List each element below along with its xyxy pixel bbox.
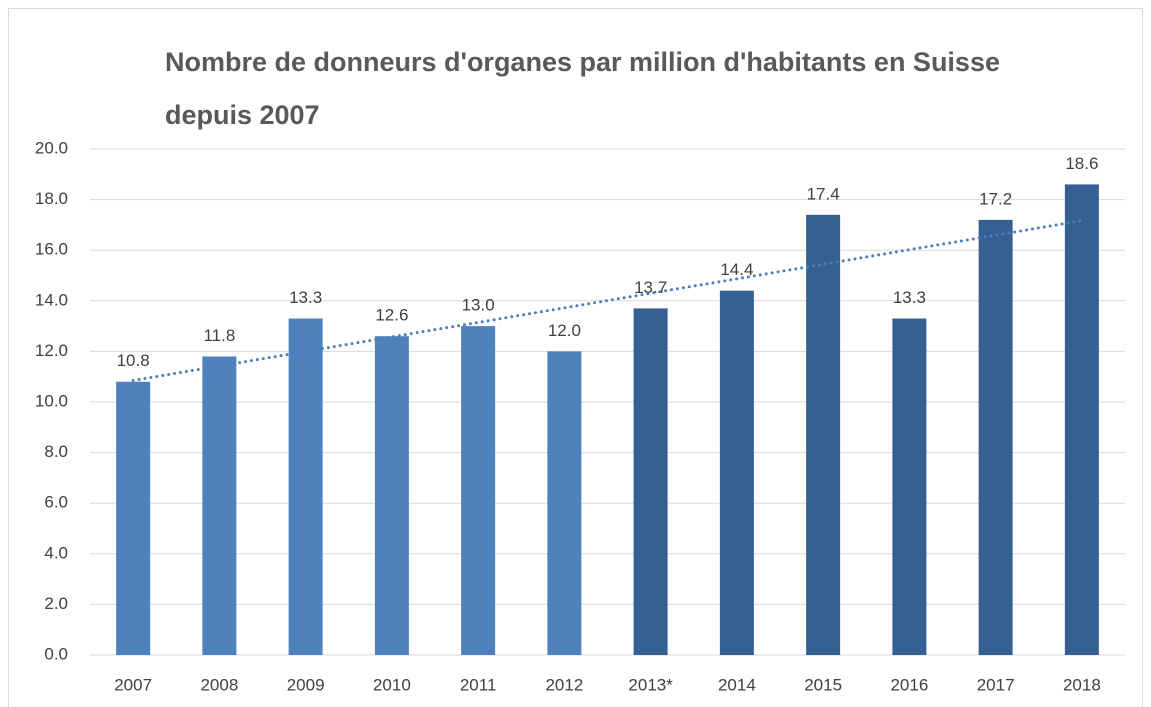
x-tick-label: 2012 [545, 675, 583, 694]
bar [288, 318, 323, 655]
data-label: 14.4 [720, 260, 753, 279]
data-label: 12.0 [548, 321, 581, 340]
x-tick-label: 2008 [200, 675, 238, 694]
data-label: 13.3 [893, 288, 926, 307]
y-tick-label: 0.0 [44, 644, 68, 663]
trendline [131, 219, 1084, 383]
bar [633, 308, 668, 655]
data-label: 12.6 [375, 306, 408, 325]
x-tick-label: 2018 [1063, 675, 1101, 694]
x-tick-label: 2009 [287, 675, 325, 694]
data-label: 13.7 [634, 278, 667, 297]
data-label: 10.8 [117, 351, 150, 370]
data-label: 17.4 [807, 184, 840, 203]
y-tick-label: 6.0 [44, 493, 68, 512]
x-tick-label: 2016 [890, 675, 928, 694]
bar [1064, 184, 1099, 656]
y-tick-label: 14.0 [35, 290, 68, 309]
data-label: 17.2 [979, 189, 1012, 208]
data-label: 18.6 [1065, 154, 1098, 173]
bar [892, 318, 927, 655]
chart-title: Nombre de donneurs d'organes par million… [165, 47, 1000, 130]
x-tick-label: 2010 [373, 675, 411, 694]
y-tick-label: 18.0 [35, 189, 68, 208]
data-label: 11.8 [203, 326, 235, 345]
y-tick-label: 8.0 [44, 442, 68, 461]
y-tick-label: 10.0 [35, 391, 68, 410]
bar [202, 356, 237, 655]
data-label: 13.0 [462, 296, 495, 315]
x-tick-label: 2007 [114, 675, 152, 694]
bar [461, 326, 496, 655]
bar [719, 290, 754, 655]
y-tick-label: 2.0 [44, 594, 68, 613]
bar [374, 336, 409, 655]
data-label: 13.3 [289, 288, 322, 307]
bar [116, 381, 151, 655]
x-tick-label: 2015 [804, 675, 842, 694]
bar [547, 351, 582, 655]
x-tick-label: 2013* [628, 675, 673, 694]
bar [978, 219, 1013, 655]
chart-frame [8, 8, 1143, 707]
x-tick-label: 2011 [460, 675, 497, 694]
y-tick-label: 16.0 [35, 240, 68, 259]
bar [806, 214, 841, 655]
y-tick-label: 4.0 [44, 543, 68, 562]
y-tick-label: 20.0 [35, 138, 68, 157]
x-tick-label: 2017 [977, 675, 1015, 694]
x-tick-label: 2014 [718, 675, 756, 694]
y-tick-label: 12.0 [35, 341, 68, 360]
